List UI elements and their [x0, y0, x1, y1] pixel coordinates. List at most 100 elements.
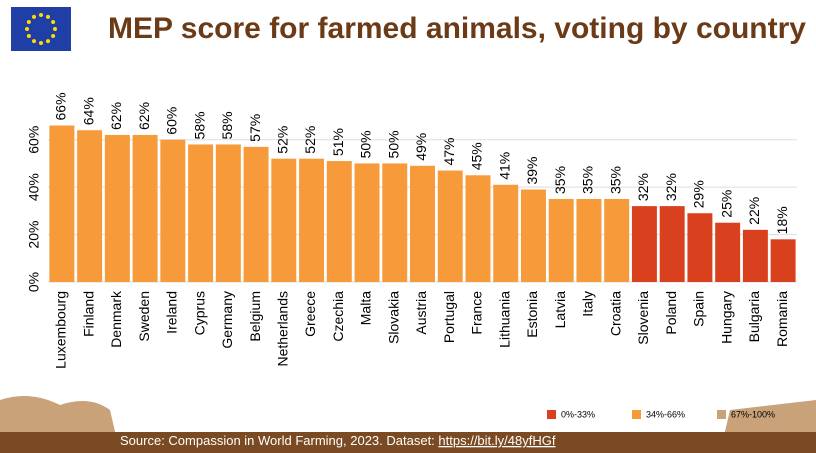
x-tick-label: Hungary — [718, 291, 734, 344]
value-label: 52% — [302, 126, 318, 154]
source-link[interactable]: https://bit.ly/48yfHGf — [438, 433, 555, 448]
source-text: Source: Compassion in World Farming, 202… — [120, 433, 438, 448]
x-tick-label: Germany — [219, 291, 235, 349]
bar — [104, 134, 130, 282]
x-tick-label: Portugal — [441, 291, 457, 343]
y-tick-label: 40% — [26, 173, 42, 201]
legend-label: 0%-33% — [561, 409, 595, 419]
value-label: 57% — [247, 114, 263, 142]
bar — [354, 163, 380, 282]
flag-star — [25, 27, 29, 31]
legend-label: 34%-66% — [646, 409, 685, 419]
bar — [188, 144, 214, 282]
x-tick-label: Romania — [774, 291, 790, 347]
flag-star — [53, 27, 57, 31]
bar — [604, 199, 630, 282]
value-label: 39% — [524, 156, 540, 184]
bar — [326, 161, 352, 282]
y-tick-label: 60% — [26, 126, 42, 154]
bar — [410, 165, 435, 282]
x-tick-label: Bulgaria — [746, 291, 762, 343]
bar — [160, 139, 186, 282]
bar — [271, 158, 297, 282]
bar — [299, 158, 325, 282]
x-tick-label: Denmark — [108, 290, 124, 348]
value-label: 35% — [607, 166, 623, 194]
x-tick-label: Lithuania — [496, 291, 512, 348]
value-label: 64% — [80, 97, 96, 125]
x-tick-label: Spain — [691, 291, 707, 327]
bar — [548, 199, 574, 282]
bar — [49, 125, 75, 282]
value-label: 49% — [413, 133, 429, 161]
value-label: 60% — [164, 107, 180, 135]
x-tick-label: Estonia — [524, 291, 540, 338]
value-label: 29% — [691, 180, 707, 208]
x-tick-label: Greece — [302, 291, 318, 337]
bar — [742, 229, 768, 282]
x-tick-label: Cyprus — [191, 291, 207, 335]
flag-star — [39, 13, 43, 17]
flag-star — [39, 41, 43, 45]
value-label: 50% — [358, 130, 374, 158]
bar — [243, 146, 269, 282]
value-label: 51% — [330, 128, 346, 156]
value-label: 32% — [635, 173, 651, 201]
x-tick-label: France — [469, 291, 485, 335]
x-tick-label: Sweden — [136, 291, 152, 342]
x-tick-label: Netherlands — [274, 291, 290, 367]
x-tick-label: Poland — [663, 291, 679, 335]
value-label: 35% — [580, 166, 596, 194]
x-tick-label: Croatia — [607, 291, 623, 336]
x-tick-label: Malta — [358, 291, 374, 325]
flag-star — [26, 34, 31, 38]
x-tick-label: Slovenia — [635, 291, 651, 345]
value-label: 32% — [663, 173, 679, 201]
value-label: 47% — [441, 138, 457, 166]
x-tick-label: Ireland — [164, 291, 180, 334]
chart-title: MEP score for farmed animals, voting by … — [108, 12, 806, 45]
value-label: 62% — [136, 102, 152, 130]
bar — [132, 134, 158, 282]
bar — [715, 222, 741, 282]
x-tick-label: Slovakia — [385, 291, 401, 344]
bar — [382, 163, 408, 282]
source: Source: Compassion in World Farming, 202… — [120, 433, 556, 448]
bar — [520, 189, 546, 282]
x-tick-label: Belgium — [247, 291, 263, 342]
flag-star — [51, 34, 56, 38]
value-label: 58% — [191, 111, 207, 139]
bar — [659, 206, 685, 282]
bar — [465, 175, 491, 282]
value-label: 62% — [108, 102, 124, 130]
value-label: 52% — [274, 126, 290, 154]
value-label: 18% — [774, 206, 790, 234]
flag-star — [46, 14, 50, 19]
x-tick-label: Italy — [580, 291, 596, 317]
bar — [437, 170, 463, 282]
flag-star — [32, 14, 36, 19]
value-label: 58% — [219, 111, 235, 139]
value-label: 45% — [469, 142, 485, 170]
value-label: 35% — [552, 166, 568, 194]
value-label: 22% — [746, 197, 762, 225]
x-tick-label: Finland — [80, 291, 96, 337]
flag-star — [26, 20, 31, 24]
value-label: 50% — [385, 130, 401, 158]
value-label: 25% — [718, 190, 734, 218]
x-tick-label: Luxembourg — [53, 291, 69, 369]
x-tick-label: Latvia — [552, 291, 568, 329]
legend-swatch — [717, 410, 726, 419]
legend-swatch — [632, 410, 641, 419]
bar — [493, 184, 519, 282]
y-tick-label: 20% — [26, 221, 42, 249]
y-tick-label: 0% — [26, 272, 42, 292]
x-tick-label: Czechia — [330, 291, 346, 342]
legend-label: 67%-100% — [731, 409, 775, 419]
flag-star — [51, 20, 56, 24]
bar — [770, 239, 796, 282]
flag-star — [32, 39, 36, 44]
value-label: 66% — [53, 92, 69, 120]
